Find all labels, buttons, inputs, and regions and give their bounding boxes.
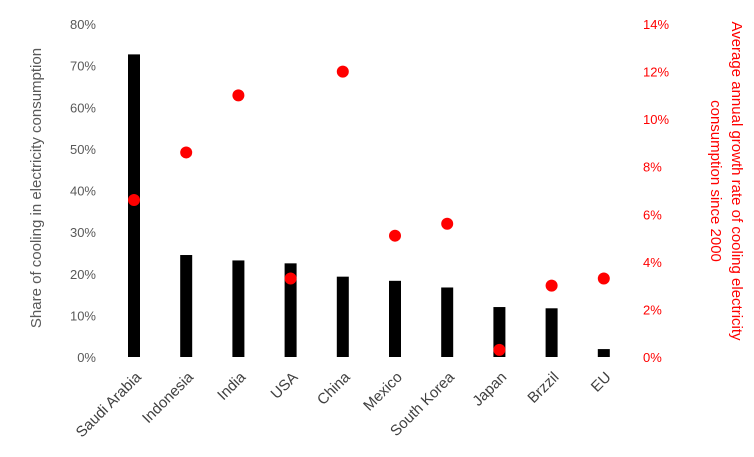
left-tick-label: 0% bbox=[77, 350, 96, 365]
left-axis-title: Share of cooling in electricity consumpt… bbox=[28, 48, 45, 328]
left-tick-label: 20% bbox=[70, 267, 96, 282]
left-tick-label: 70% bbox=[70, 59, 96, 74]
bar bbox=[336, 276, 349, 357]
bar bbox=[180, 255, 193, 357]
bar bbox=[597, 349, 610, 357]
right-tick-label: 10% bbox=[643, 112, 669, 127]
left-tick-label: 60% bbox=[70, 100, 96, 115]
category-label: Mexico bbox=[360, 369, 406, 415]
right-tick-label: 12% bbox=[643, 65, 669, 80]
bar-series bbox=[128, 54, 610, 357]
bar bbox=[389, 280, 401, 357]
right-axis-title-line-2: consumption since 2000 bbox=[707, 100, 724, 262]
right-tick-label: 2% bbox=[643, 302, 662, 317]
right-tick-label: 14% bbox=[643, 17, 669, 32]
bar bbox=[284, 263, 297, 357]
growth-point bbox=[128, 194, 140, 207]
category-label: USA bbox=[268, 369, 302, 403]
right-tick-label: 0% bbox=[643, 350, 662, 365]
growth-point bbox=[389, 229, 401, 242]
growth-rate-series bbox=[128, 65, 610, 356]
growth-point bbox=[336, 65, 349, 78]
growth-point bbox=[180, 146, 193, 159]
growth-point bbox=[441, 217, 454, 230]
category-label: EU bbox=[588, 369, 615, 396]
bar bbox=[493, 307, 506, 357]
right-axis-title-line-1: Average annual growth rate of cooling el… bbox=[728, 21, 745, 341]
growth-point bbox=[284, 272, 297, 285]
left-tick-label: 50% bbox=[70, 142, 96, 157]
category-label: Saudi Arabia bbox=[73, 368, 146, 441]
left-axis-ticks: 0% 10% 20% 30% 40% 50% 60% 70% 80% bbox=[70, 17, 96, 365]
right-tick-label: 4% bbox=[643, 255, 662, 270]
growth-point bbox=[232, 89, 245, 102]
category-label: Brzzil bbox=[524, 369, 562, 407]
bar bbox=[545, 308, 558, 357]
right-axis-ticks: 0% 2% 4% 6% 8% 10% 12% 14% bbox=[643, 17, 669, 365]
left-tick-label: 80% bbox=[70, 17, 96, 32]
category-label: Indonesia bbox=[139, 368, 197, 426]
category-label: Japan bbox=[469, 369, 510, 410]
right-tick-label: 8% bbox=[643, 160, 662, 175]
growth-point bbox=[597, 272, 610, 285]
left-tick-label: 10% bbox=[70, 308, 96, 323]
category-label: India bbox=[214, 368, 249, 403]
growth-point bbox=[493, 343, 506, 356]
bar bbox=[441, 287, 454, 357]
left-tick-label: 40% bbox=[70, 184, 96, 199]
bar bbox=[232, 260, 245, 357]
right-tick-label: 6% bbox=[643, 207, 662, 222]
growth-point bbox=[545, 279, 558, 292]
category-label: China bbox=[314, 368, 354, 408]
left-tick-label: 30% bbox=[70, 225, 96, 240]
